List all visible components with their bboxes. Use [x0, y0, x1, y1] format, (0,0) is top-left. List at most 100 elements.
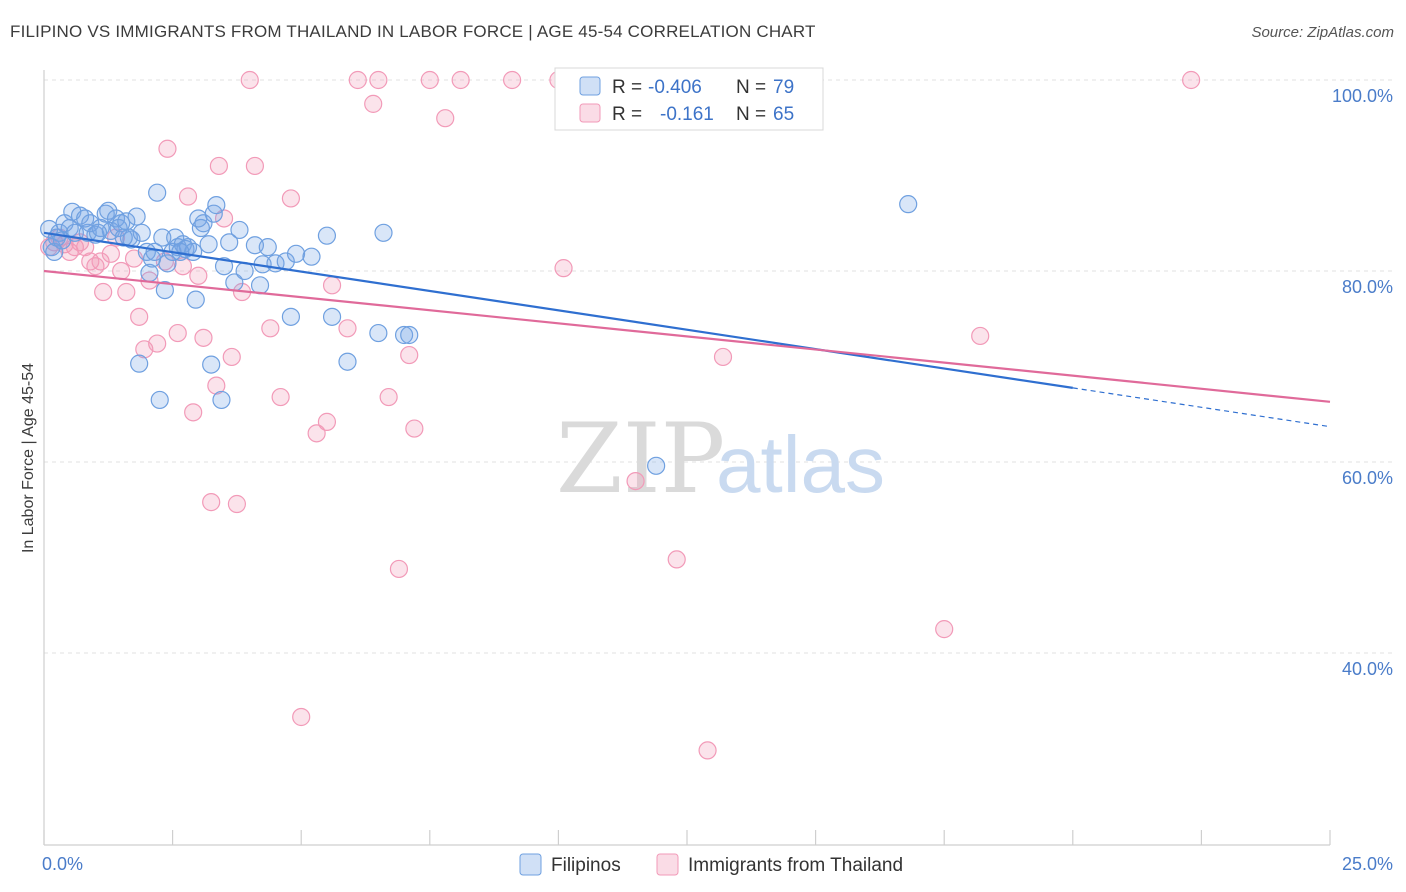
thailand-point	[94, 282, 113, 302]
filipino-point	[374, 223, 393, 242]
filipino-point	[202, 355, 221, 374]
filipino-point	[42, 238, 61, 257]
legend-r-value-2: -0.161	[660, 104, 714, 125]
source-label: Source: ZipAtlas.com	[1251, 24, 1394, 41]
y-tick-label-80: 80.0%	[1342, 277, 1393, 297]
legend-n-value-1: 79	[773, 77, 794, 98]
chart-title: FILIPINO VS IMMIGRANTS FROM THAILAND IN …	[10, 22, 816, 41]
legend-r-value-1: -0.406	[648, 77, 702, 98]
filipino-point	[150, 390, 169, 410]
thailand-point	[451, 70, 470, 90]
filipino-point	[91, 218, 110, 238]
filipino-point	[369, 323, 388, 343]
thailand-point	[209, 156, 228, 176]
filipino-point	[191, 218, 210, 238]
series-immigrants-thailand-points	[40, 70, 1201, 760]
filipino-point	[145, 242, 164, 261]
legend-swatch-filipinos	[579, 76, 601, 96]
legend-n-value-2: 65	[773, 104, 794, 125]
thailand-point	[554, 259, 573, 278]
thailand-point	[503, 70, 522, 90]
filipino-point	[286, 244, 306, 263]
thailand-point	[369, 70, 388, 90]
legend-n-label-1: N =	[736, 77, 766, 98]
thailand-point	[389, 559, 409, 579]
filipino-point	[220, 233, 239, 252]
thailand-point	[379, 387, 398, 407]
bottom-legend-label-thailand: Immigrants from Thailand	[688, 855, 903, 876]
watermark-zip: ZIP	[556, 403, 725, 515]
thailand-point	[112, 261, 131, 281]
thailand-point	[148, 334, 167, 353]
legend-r-label-2: R =	[612, 104, 642, 125]
thailand-point	[194, 328, 213, 347]
thailand-point	[271, 387, 290, 407]
thailand-point	[158, 139, 177, 158]
thailand-point	[101, 244, 120, 263]
filipino-point	[130, 354, 149, 373]
x-tick-label-min: 0.0%	[42, 854, 83, 874]
thailand-point	[240, 70, 259, 90]
thailand-point	[971, 326, 990, 346]
bottom-legend-swatch-filipinos	[519, 853, 542, 876]
stats-legend: R = -0.406 N = 79 R = -0.161 N = 65	[554, 67, 824, 131]
thailand-point	[405, 419, 424, 438]
thailand-trend-line	[43, 269, 1331, 403]
thailand-point	[348, 70, 367, 90]
thailand-point	[207, 376, 226, 395]
series-filipinos-points	[40, 183, 918, 475]
thailand-point	[436, 109, 455, 128]
y-tick-label-100: 100.0%	[1332, 86, 1393, 106]
filipino-point	[647, 456, 666, 475]
filipinos-trend-line	[43, 231, 1073, 389]
y-tick-label-40: 40.0%	[1342, 659, 1393, 679]
filipino-point	[153, 228, 172, 247]
filipino-point	[132, 223, 151, 242]
filipino-point	[155, 281, 174, 300]
filipino-point	[127, 207, 146, 226]
filipino-point	[70, 206, 90, 225]
bottom-legend-swatch-thailand	[656, 853, 679, 876]
legend-r-label-1: R =	[612, 77, 642, 98]
filipino-point	[258, 238, 277, 257]
thailand-point	[178, 187, 198, 206]
filipino-point	[899, 195, 918, 214]
filipino-point	[96, 204, 115, 223]
x-tick-label-max: 25.0%	[1342, 854, 1393, 874]
legend-swatch-thailand	[579, 103, 601, 123]
thailand-point	[626, 472, 645, 491]
thailand-point	[281, 189, 301, 208]
thailand-point	[202, 493, 221, 512]
filipino-point	[394, 325, 414, 345]
thailand-point	[317, 412, 337, 431]
bottom-legend-label-filipinos: Filipinos	[551, 855, 621, 876]
series-legend: Filipinos Immigrants from Thailand	[519, 853, 903, 876]
filipino-point	[322, 307, 342, 326]
thailand-point	[117, 282, 136, 302]
thailand-point	[1182, 70, 1201, 90]
thailand-point	[184, 403, 203, 422]
legend-n-label-2: N =	[736, 104, 766, 125]
trend-lines	[43, 231, 1331, 428]
thailand-point	[261, 319, 280, 338]
thailand-point	[168, 323, 187, 343]
filipino-point	[148, 183, 167, 202]
thailand-point	[713, 347, 733, 367]
filipino-point	[81, 214, 100, 233]
filipino-point	[114, 228, 133, 247]
y-axis-label: In Labor Force | Age 45-54	[20, 363, 37, 553]
thailand-point	[222, 347, 241, 367]
thailand-point	[307, 424, 326, 443]
thailand-point	[292, 707, 311, 727]
thailand-point	[698, 741, 717, 760]
filipino-point	[158, 254, 177, 273]
thailand-point	[245, 156, 265, 176]
thailand-point	[364, 94, 383, 113]
filipino-point	[186, 290, 205, 309]
filipinos-trend-line-extension	[1072, 387, 1331, 428]
thailand-point	[130, 307, 149, 326]
filipino-point	[281, 307, 301, 326]
y-tick-labels: 40.0% 60.0% 80.0% 100.0%	[1332, 86, 1393, 679]
thailand-point	[322, 276, 342, 295]
